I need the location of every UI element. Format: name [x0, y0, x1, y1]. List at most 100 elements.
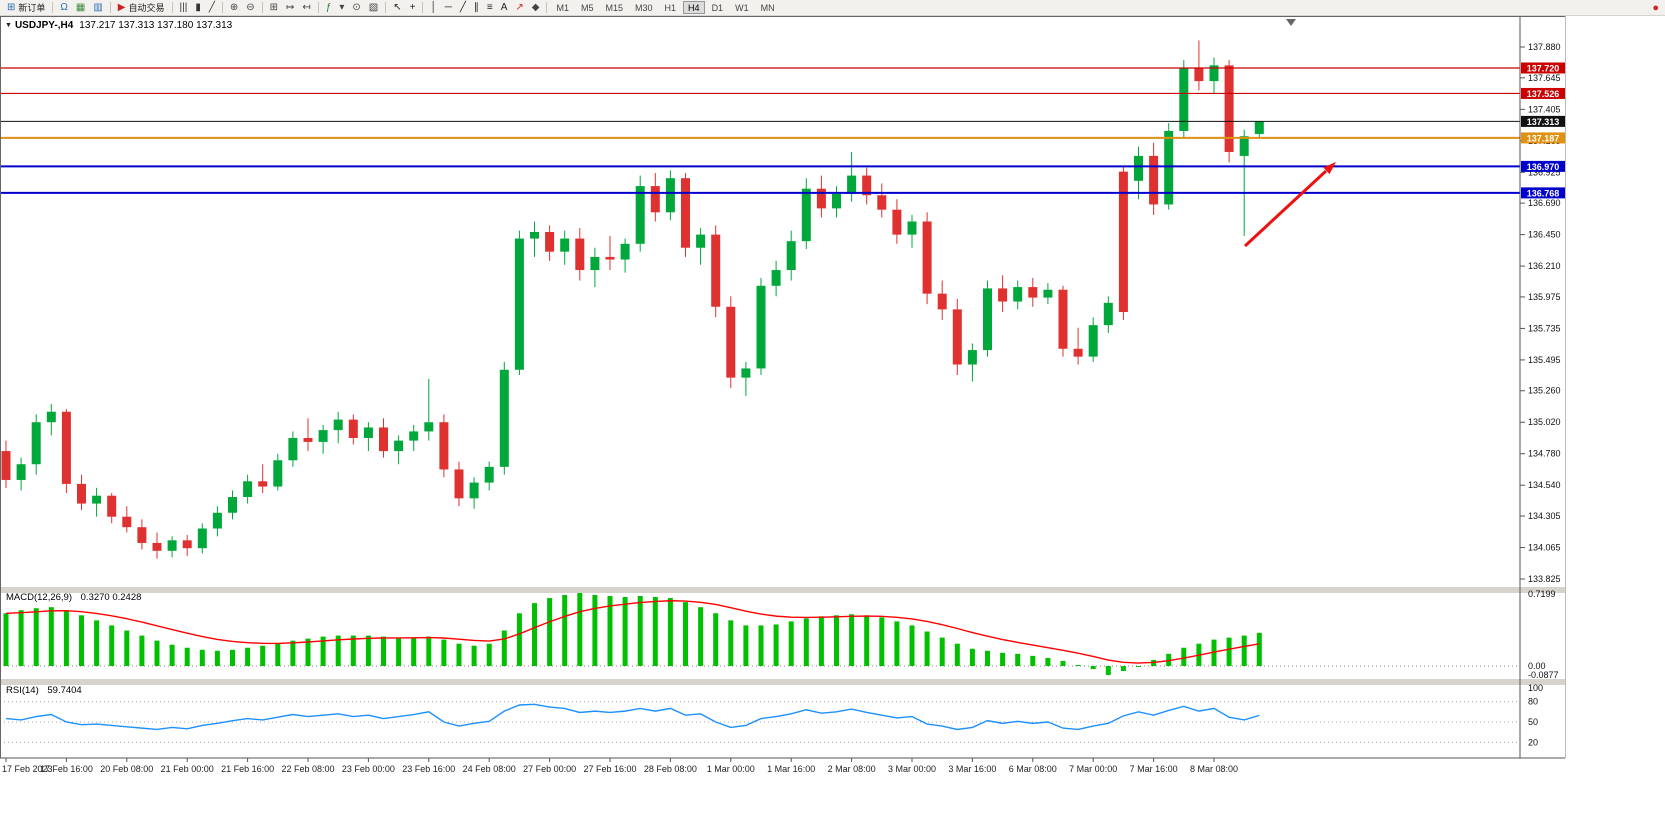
- timeframe-button-d1[interactable]: D1: [711, 3, 724, 13]
- toolbar-separator: [385, 2, 387, 13]
- candle: [1164, 130, 1174, 205]
- pivot-line-tag[interactable]: [1521, 132, 1565, 144]
- chart-shift-icon[interactable]: ↤: [299, 1, 313, 15]
- templates-icon: ▧: [368, 1, 379, 13]
- ohlc-bars-icon: |||: [179, 1, 188, 13]
- candlestick-chart-icon: ▮: [195, 1, 201, 13]
- time-axis-label: 21 Feb 00:00: [161, 764, 214, 774]
- resistance-line-2-tag[interactable]: [1521, 87, 1565, 99]
- pane-splitter-macd[interactable]: [0, 587, 1565, 593]
- arrows-tool-icon[interactable]: ↗: [512, 1, 526, 15]
- time-axis-label: 7 Mar 16:00: [1130, 764, 1178, 774]
- autotrade-icon: ▶: [117, 1, 126, 13]
- candle: [439, 422, 449, 470]
- timeframe-button-m5[interactable]: M5: [580, 3, 594, 13]
- candle: [243, 481, 253, 498]
- cursor-icon[interactable]: ↖: [390, 1, 404, 15]
- resistance-line-1-tag[interactable]: [1521, 62, 1565, 74]
- timeframe-button-m15[interactable]: M15: [605, 3, 624, 13]
- text-label-icon[interactable]: A: [498, 1, 511, 15]
- support-line-1-tag-label: 136.970: [1527, 162, 1560, 172]
- candle: [922, 221, 932, 294]
- toolbar-separator: [546, 2, 548, 13]
- indicators-icon[interactable]: ƒ: [323, 1, 335, 15]
- zoom-in-icon[interactable]: ⊕: [227, 1, 241, 15]
- templates-icon[interactable]: ▧: [366, 1, 381, 15]
- market-watch-icon[interactable]: ▥: [90, 1, 105, 15]
- candle: [1224, 65, 1234, 152]
- support-line-1-tag[interactable]: [1521, 160, 1565, 172]
- candle: [786, 241, 796, 271]
- timeframe-button-w1[interactable]: W1: [735, 3, 749, 13]
- candlestick-chart-icon[interactable]: ▮: [192, 1, 204, 15]
- candle: [16, 464, 26, 480]
- candle: [1013, 287, 1023, 302]
- crosshair-icon[interactable]: +: [407, 1, 419, 15]
- candle: [469, 482, 479, 499]
- pane-splitter-rsi[interactable]: [0, 679, 1565, 685]
- price-axis-label: 134.540: [1528, 480, 1561, 490]
- zoom-out-icon[interactable]: ⊖: [243, 1, 257, 15]
- candle: [31, 422, 41, 465]
- fibonacci-icon: ≡: [486, 1, 493, 13]
- toolbar-separator: [261, 2, 263, 13]
- candle: [228, 497, 237, 513]
- line-chart-icon[interactable]: ╱: [206, 1, 218, 15]
- candle: [877, 195, 887, 210]
- chart-window-icon[interactable]: ▦: [73, 1, 88, 15]
- rsi-title: RSI(14): [6, 685, 39, 696]
- new-order-button[interactable]: ⊞ 新订单: [4, 1, 48, 15]
- symbol-dropdown-icon[interactable]: ▼: [5, 22, 12, 29]
- tile-windows-icon[interactable]: ⊞: [267, 1, 281, 15]
- time-axis-label: 17 Feb 16:00: [40, 764, 93, 774]
- price-axis-label: 135.975: [1528, 292, 1561, 302]
- price-axis-label: 137.645: [1528, 73, 1561, 83]
- new-order-icon: ⊞: [7, 1, 16, 13]
- current-price-line-tag[interactable]: [1521, 115, 1565, 127]
- macd-panel-label: MACD(12,26,9) 0.3270 0.2428: [6, 592, 141, 603]
- channel-icon[interactable]: ∥: [471, 1, 482, 15]
- periods-icon: ⊙: [352, 1, 361, 13]
- price-axis-label: 136.210: [1528, 261, 1561, 271]
- price-axis-label: 134.065: [1528, 543, 1561, 553]
- candle: [711, 234, 721, 307]
- annotation-arrow[interactable]: [1243, 162, 1336, 248]
- macd-signal-line: [5, 600, 1260, 664]
- candle: [288, 437, 298, 461]
- crosshair-icon: +: [409, 1, 416, 13]
- fibonacci-icon[interactable]: ≡: [484, 1, 496, 15]
- price-axis-label: 136.925: [1528, 167, 1561, 177]
- timeframe-button-m30[interactable]: M30: [635, 3, 653, 13]
- candle: [46, 411, 56, 423]
- chart-shift-marker[interactable]: [1286, 19, 1296, 26]
- candle: [1073, 348, 1083, 357]
- indicators-icon: ƒ: [325, 1, 332, 13]
- vertical-line-icon[interactable]: │: [427, 1, 439, 15]
- candle: [197, 528, 207, 549]
- price-axis-label: 133.825: [1528, 574, 1561, 584]
- candle: [333, 419, 343, 431]
- auto-scroll-icon[interactable]: ↦: [283, 1, 297, 15]
- notification-icon[interactable]: ●: [1652, 2, 1659, 14]
- headset-icon: Ω: [60, 1, 68, 13]
- candle: [409, 431, 419, 441]
- macd-scale-zero: 0.00: [1528, 661, 1546, 671]
- timeframe-button-h4[interactable]: H4: [683, 1, 705, 14]
- horizontal-line-icon[interactable]: ─: [442, 1, 455, 15]
- candle: [530, 231, 539, 239]
- headset-icon[interactable]: Ω: [57, 1, 70, 15]
- time-axis-label: 6 Mar 08:00: [1009, 764, 1057, 774]
- ohlc-bars-icon[interactable]: |||: [177, 1, 191, 15]
- timeframe-button-h1[interactable]: H1: [664, 3, 677, 13]
- shapes-icon[interactable]: ◆: [529, 1, 543, 15]
- cursor-icon: ↖: [393, 1, 402, 13]
- support-line-2-tag[interactable]: [1521, 187, 1565, 199]
- autotrade-button[interactable]: ▶ 自动交易: [115, 1, 168, 15]
- candle: [967, 350, 977, 365]
- timeframe-button-m1[interactable]: M1: [556, 3, 569, 13]
- periods-icon[interactable]: ⊙: [349, 1, 363, 15]
- timeframe-button-mn[interactable]: MN: [760, 3, 775, 13]
- resistance-line-1-tag-label: 137.720: [1527, 63, 1560, 73]
- indicators-dropdown-icon[interactable]: ▾: [336, 1, 347, 15]
- trendline-icon[interactable]: ╱: [457, 1, 469, 15]
